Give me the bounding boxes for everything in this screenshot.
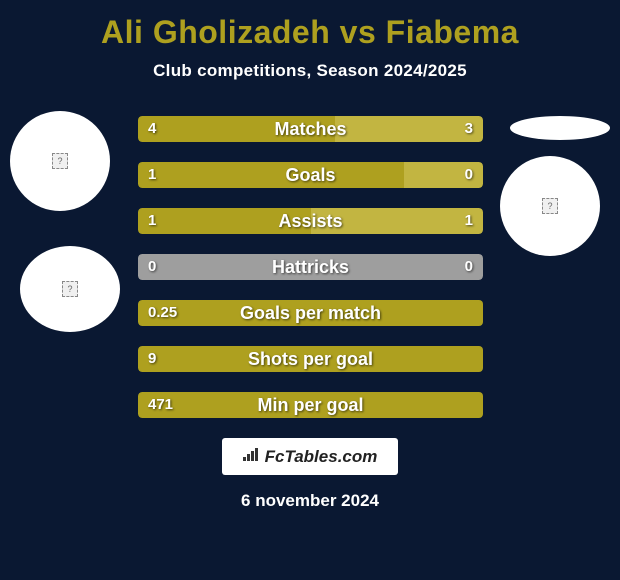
chart-area: ? ? ? 43Matches 10Goals 11Assists 00Hattric… [0,116,620,418]
stat-label: Matches [138,116,483,142]
page-title: Ali Gholizadeh vs Fiabema [0,0,620,51]
player-right-avatar: ? [500,156,600,256]
stat-row: 471Min per goal [138,392,483,418]
stat-label: Goals [138,162,483,188]
stat-row: 43Matches [138,116,483,142]
chart-icon [243,447,261,466]
footer-logo-text: FcTables.com [265,447,378,467]
footer-date: 6 november 2024 [0,491,620,511]
stat-row: 0.25Goals per match [138,300,483,326]
stat-label: Hattricks [138,254,483,280]
stat-label: Assists [138,208,483,234]
image-placeholder-icon: ? [52,153,68,169]
stat-row: 11Assists [138,208,483,234]
stat-row: 00Hattricks [138,254,483,280]
stat-row: 9Shots per goal [138,346,483,372]
image-placeholder-icon: ? [62,281,78,297]
stat-row: 10Goals [138,162,483,188]
player-left-avatar-1: ? [10,111,110,211]
player-right-ellipse [510,116,610,140]
stat-label: Min per goal [138,392,483,418]
page-subtitle: Club competitions, Season 2024/2025 [0,61,620,81]
stats-bars: 43Matches 10Goals 11Assists 00Hattricks 0.25… [138,116,483,418]
footer-logo: FcTables.com [222,438,398,475]
player-left-avatar-2: ? [20,246,120,332]
image-placeholder-icon: ? [542,198,558,214]
stat-label: Goals per match [138,300,483,326]
stat-label: Shots per goal [138,346,483,372]
